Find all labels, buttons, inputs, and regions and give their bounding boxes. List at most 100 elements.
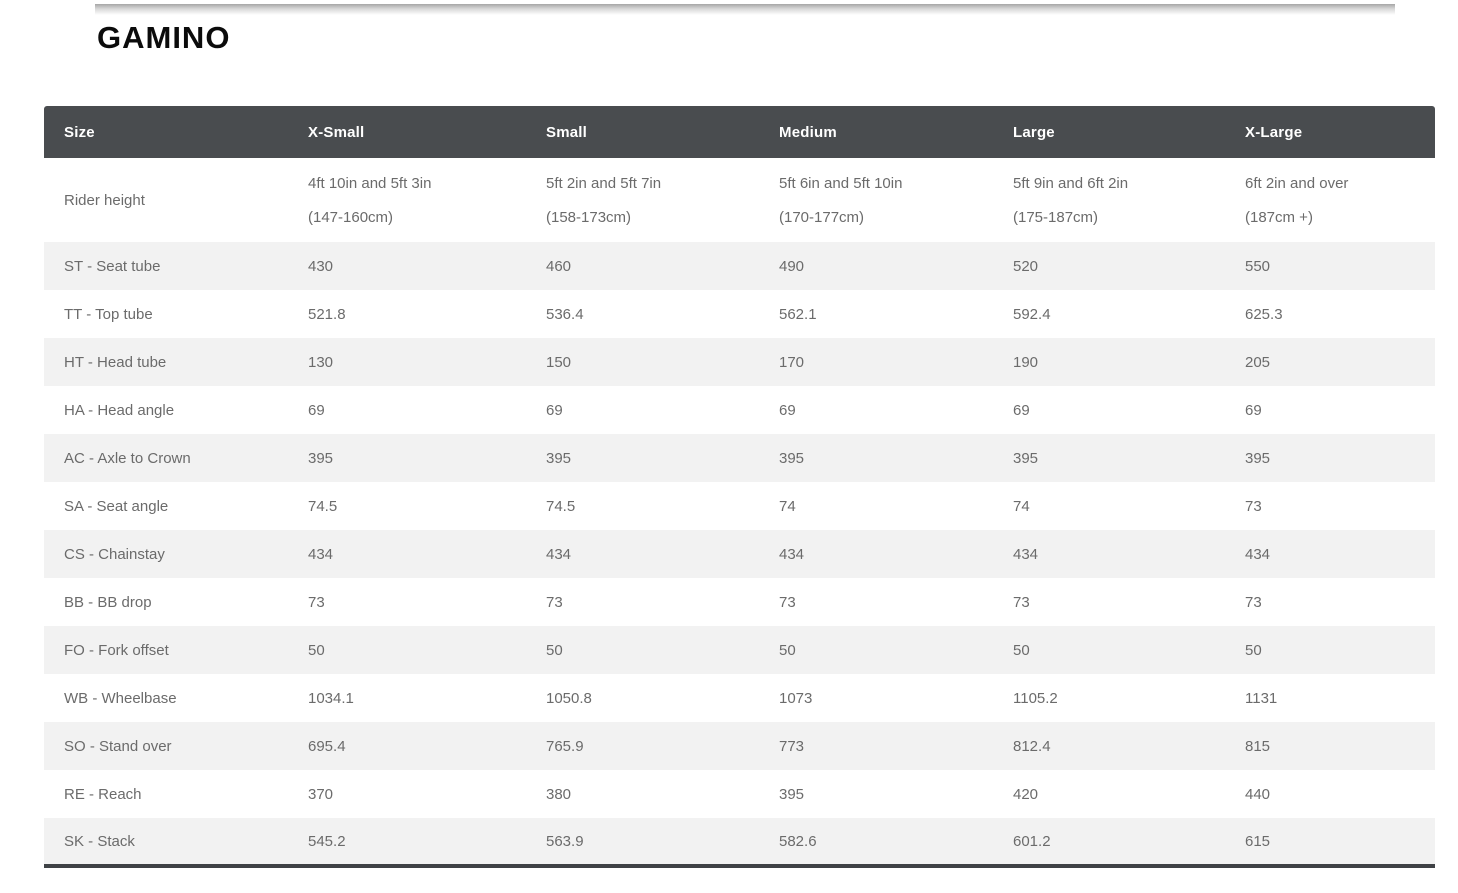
rider-height-range: 6ft 2in and over — [1245, 174, 1349, 192]
cell-rider-height: 5ft 6in and 5ft 10in (170-177cm) — [759, 158, 993, 242]
table-row-seat-tube: ST - Seat tube 430 460 490 520 550 — [44, 242, 1435, 290]
cell-value: 150 — [526, 338, 759, 386]
cell-rider-height: 6ft 2in and over (187cm +) — [1225, 158, 1435, 242]
cell-value: 582.6 — [759, 818, 993, 866]
table-row-seat-angle: SA - Seat angle 74.5 74.5 74 74 73 — [44, 482, 1435, 530]
cell-value: 395 — [993, 434, 1225, 482]
cell-value: 434 — [993, 530, 1225, 578]
cell-value: 69 — [759, 386, 993, 434]
row-label: SK - Stack — [44, 818, 288, 866]
row-label: HT - Head tube — [44, 338, 288, 386]
cell-value: 1131 — [1225, 674, 1435, 722]
table-row-axle-to-crown: AC - Axle to Crown 395 395 395 395 395 — [44, 434, 1435, 482]
rider-height-row: Rider height 4ft 10in and 5ft 3in (147-1… — [44, 158, 1435, 242]
cell-value: 74 — [993, 482, 1225, 530]
row-label: WB - Wheelbase — [44, 674, 288, 722]
row-label: RE - Reach — [44, 770, 288, 818]
row-label: BB - BB drop — [44, 578, 288, 626]
cell-value: 73 — [993, 578, 1225, 626]
cell-value: 592.4 — [993, 290, 1225, 338]
cell-value: 74.5 — [526, 482, 759, 530]
cell-value: 434 — [288, 530, 526, 578]
cell-value: 130 — [288, 338, 526, 386]
table-row-wheelbase: WB - Wheelbase 1034.1 1050.8 1073 1105.2… — [44, 674, 1435, 722]
cell-value: 430 — [288, 242, 526, 290]
table-row-chainstay: CS - Chainstay 434 434 434 434 434 — [44, 530, 1435, 578]
row-label: ST - Seat tube — [44, 242, 288, 290]
table-row-head-angle: HA - Head angle 69 69 69 69 69 — [44, 386, 1435, 434]
cell-value: 625.3 — [1225, 290, 1435, 338]
row-label: HA - Head angle — [44, 386, 288, 434]
table-row-stack: SK - Stack 545.2 563.9 582.6 601.2 615 — [44, 818, 1435, 866]
cell-value: 205 — [1225, 338, 1435, 386]
cell-rider-height: 5ft 9in and 6ft 2in (175-187cm) — [993, 158, 1225, 242]
cell-value: 812.4 — [993, 722, 1225, 770]
cell-value: 1073 — [759, 674, 993, 722]
cell-value: 69 — [993, 386, 1225, 434]
cell-value: 395 — [526, 434, 759, 482]
cell-rider-height: 5ft 2in and 5ft 7in (158-173cm) — [526, 158, 759, 242]
brand-logo: GAMINO — [97, 20, 231, 55]
cell-value: 490 — [759, 242, 993, 290]
cell-value: 73 — [288, 578, 526, 626]
column-header-small: Small — [526, 106, 759, 158]
row-label: CS - Chainstay — [44, 530, 288, 578]
column-header-medium: Medium — [759, 106, 993, 158]
row-label: Rider height — [44, 158, 288, 242]
cell-value: 74 — [759, 482, 993, 530]
column-header-size: Size — [44, 106, 288, 158]
column-header-x-small: X-Small — [288, 106, 526, 158]
cell-value: 170 — [759, 338, 993, 386]
table-row-reach: RE - Reach 370 380 395 420 440 — [44, 770, 1435, 818]
cell-value: 395 — [288, 434, 526, 482]
rider-height-cm: (170-177cm) — [779, 208, 865, 226]
cell-value: 1034.1 — [288, 674, 526, 722]
cell-value: 395 — [759, 434, 993, 482]
cell-value: 74.5 — [288, 482, 526, 530]
cell-value: 550 — [1225, 242, 1435, 290]
rider-height-cm: (175-187cm) — [1013, 208, 1099, 226]
cell-value: 695.4 — [288, 722, 526, 770]
cell-value: 370 — [288, 770, 526, 818]
cell-value: 73 — [1225, 482, 1435, 530]
cell-value: 1050.8 — [526, 674, 759, 722]
cell-value: 73 — [759, 578, 993, 626]
table-row-stand-over: SO - Stand over 695.4 765.9 773 812.4 81… — [44, 722, 1435, 770]
cell-value: 563.9 — [526, 818, 759, 866]
cell-value: 460 — [526, 242, 759, 290]
rider-height-cm: (187cm +) — [1245, 208, 1313, 226]
cell-value: 69 — [288, 386, 526, 434]
geometry-table: Size X-Small Small Medium Large X-Large … — [44, 106, 1435, 868]
cell-value: 434 — [759, 530, 993, 578]
header-row: Size X-Small Small Medium Large X-Large — [44, 106, 1435, 158]
cell-value: 190 — [993, 338, 1225, 386]
column-header-x-large: X-Large — [1225, 106, 1435, 158]
rider-height-range: 5ft 6in and 5ft 10in — [779, 174, 903, 192]
cell-value: 562.1 — [759, 290, 993, 338]
top-gradient-divider — [95, 4, 1395, 15]
cell-value: 69 — [526, 386, 759, 434]
cell-value: 521.8 — [288, 290, 526, 338]
cell-value: 615 — [1225, 818, 1435, 866]
cell-value: 380 — [526, 770, 759, 818]
row-label: SA - Seat angle — [44, 482, 288, 530]
table-row-bb-drop: BB - BB drop 73 73 73 73 73 — [44, 578, 1435, 626]
rider-height-cm: (158-173cm) — [546, 208, 632, 226]
cell-value: 1105.2 — [993, 674, 1225, 722]
row-label: FO - Fork offset — [44, 626, 288, 674]
rider-height-range: 4ft 10in and 5ft 3in — [308, 174, 432, 192]
cell-value: 50 — [1225, 626, 1435, 674]
cell-value: 50 — [526, 626, 759, 674]
row-label: TT - Top tube — [44, 290, 288, 338]
cell-value: 520 — [993, 242, 1225, 290]
cell-value: 395 — [1225, 434, 1435, 482]
cell-value: 395 — [759, 770, 993, 818]
cell-value: 50 — [759, 626, 993, 674]
table-row-fork-offset: FO - Fork offset 50 50 50 50 50 — [44, 626, 1435, 674]
cell-value: 765.9 — [526, 722, 759, 770]
rider-height-range: 5ft 9in and 6ft 2in — [1013, 174, 1129, 192]
cell-value: 73 — [1225, 578, 1435, 626]
cell-value: 434 — [1225, 530, 1435, 578]
table-row-top-tube: TT - Top tube 521.8 536.4 562.1 592.4 62… — [44, 290, 1435, 338]
cell-value: 815 — [1225, 722, 1435, 770]
